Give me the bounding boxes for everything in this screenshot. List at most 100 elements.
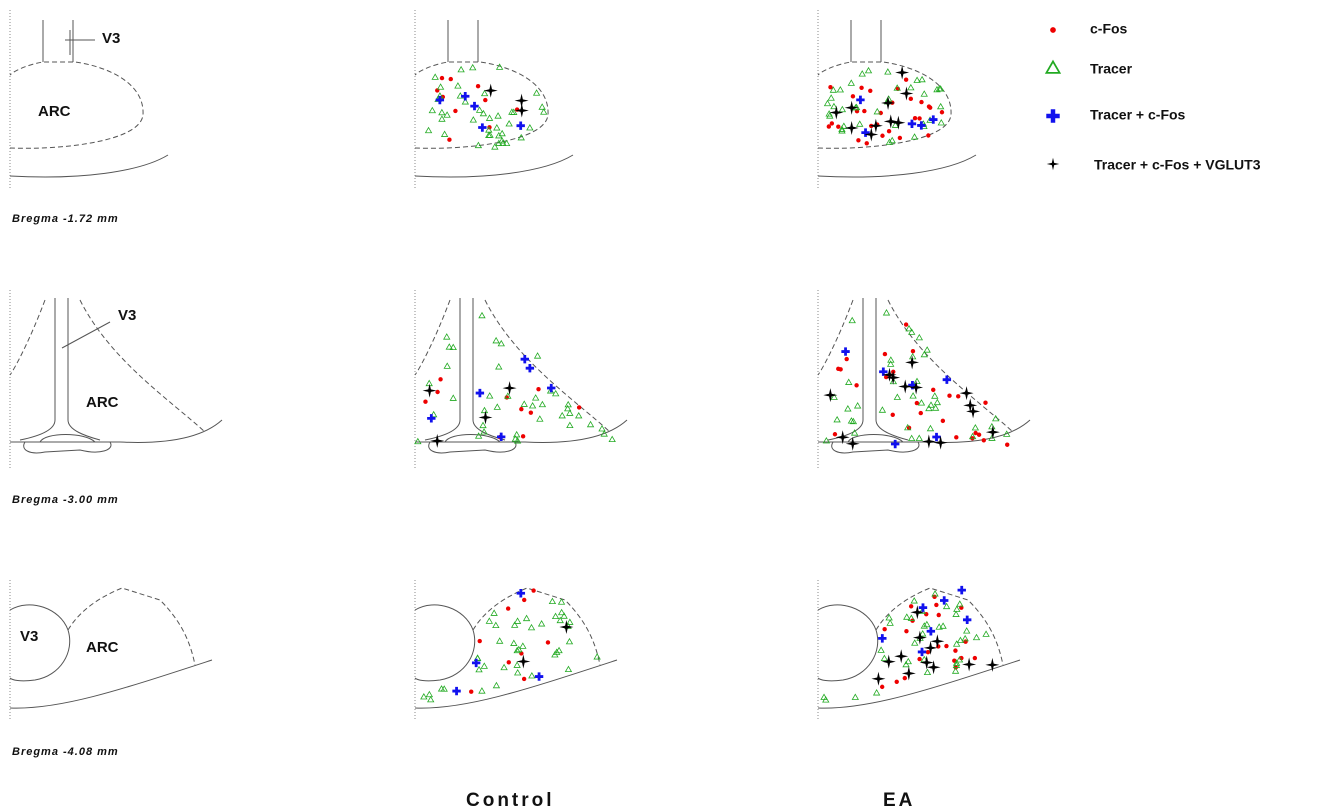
tracer-mark — [506, 121, 512, 126]
tracer-mark — [481, 663, 487, 668]
tracer-mark — [566, 639, 572, 644]
triple-mark — [905, 355, 919, 369]
tracer-mark — [528, 625, 534, 630]
tracer-mark — [514, 432, 520, 437]
column-label: EA — [883, 790, 915, 811]
cfos-dot — [926, 133, 930, 137]
cfos-dot — [1005, 443, 1009, 447]
tracer-mark — [588, 422, 594, 427]
tracer-mark — [429, 108, 435, 113]
tracer-mark — [501, 665, 507, 670]
cfos-dot — [931, 388, 935, 392]
tracer-mark — [974, 635, 980, 640]
cfos-dot — [546, 640, 550, 644]
tracer-cfos-mark — [452, 687, 460, 695]
tracer-mark — [497, 64, 503, 69]
legend-text: Tracer — [1090, 61, 1133, 77]
tracer-mark — [428, 697, 434, 702]
triple-mark — [871, 672, 885, 686]
tracer-mark — [421, 694, 427, 699]
tracer-mark — [479, 313, 485, 318]
tracer-cfos-mark — [943, 375, 951, 383]
tracer-mark — [914, 77, 920, 82]
cfos-dot — [919, 411, 923, 415]
cfos-dot — [469, 690, 473, 694]
triple-mark — [985, 658, 999, 672]
tracer-mark — [911, 598, 917, 603]
tracer-mark — [916, 435, 922, 440]
cfos-dot — [940, 110, 944, 114]
tracer-mark — [894, 394, 900, 399]
cfos-dot — [833, 432, 837, 436]
label-v3: V3 — [102, 30, 120, 47]
cfos-dot — [856, 138, 860, 142]
cfos-dot — [953, 648, 957, 652]
cfos-dot — [536, 387, 540, 391]
tracer-mark — [932, 393, 938, 398]
tracer-mark — [432, 74, 438, 79]
tracer-cfos-mark — [918, 648, 926, 656]
tracer-mark — [534, 90, 540, 95]
tracer-mark — [539, 104, 545, 109]
tracer-mark — [879, 407, 885, 412]
tracer-mark — [476, 667, 482, 672]
cfos-dot — [983, 401, 987, 405]
tracer-mark — [514, 662, 520, 667]
tracer-mark — [834, 417, 840, 422]
triple-mark — [423, 384, 437, 398]
tracer-mark — [887, 620, 893, 625]
tracer-mark — [989, 424, 995, 429]
panels — [10, 10, 1030, 720]
tracer-mark — [857, 121, 863, 126]
tracer-mark — [487, 115, 493, 120]
label-arc: ARC — [38, 103, 71, 120]
tracer-mark — [530, 403, 536, 408]
cfos-dot — [917, 116, 921, 120]
triple-mark — [845, 121, 859, 135]
triple-mark — [898, 380, 912, 394]
cfos-dot — [973, 431, 977, 435]
tracer-cfos-mark — [517, 589, 525, 597]
cfos-dot — [913, 116, 917, 120]
cfos-dot — [827, 124, 831, 128]
triple-mark — [516, 654, 530, 668]
tracer-mark — [953, 668, 959, 673]
cfos-dot — [522, 677, 526, 681]
tracer-mark — [438, 84, 444, 89]
cfos-dot — [937, 613, 941, 617]
tracer-mark — [878, 647, 884, 652]
cfos-dot — [956, 394, 960, 398]
cfos-dot — [440, 76, 444, 80]
tracer-mark — [921, 91, 927, 96]
cfos-dot — [909, 604, 913, 608]
tracer-mark — [934, 399, 940, 404]
cfos-dot — [880, 685, 884, 689]
label-arc: ARC — [86, 639, 119, 656]
tracer-mark — [594, 654, 600, 659]
triple-mark — [930, 634, 944, 648]
markers — [415, 27, 1060, 702]
cfos-dot — [880, 134, 884, 138]
tracer-mark — [845, 406, 851, 411]
cfos-dot — [476, 84, 480, 88]
tracer-mark — [953, 611, 959, 616]
cfos-dot — [483, 98, 487, 102]
tracer-mark — [450, 395, 456, 400]
tracer-cfos-mark — [878, 634, 886, 642]
tracer-mark — [837, 87, 843, 92]
tracer-mark — [839, 107, 845, 112]
tracer-cfos-mark — [478, 123, 486, 131]
tracer-mark — [442, 131, 448, 136]
tracer-cfos-mark — [940, 596, 948, 604]
triple-mark — [884, 114, 898, 128]
cfos-dot — [932, 595, 936, 599]
cfos-dot — [887, 129, 891, 133]
cfos-dot — [529, 410, 533, 414]
tracer-mark — [470, 117, 476, 122]
cfos-dot — [941, 419, 945, 423]
tracer-mark — [491, 610, 497, 615]
tracer-mark — [529, 673, 535, 678]
tracer-cfos-mark — [958, 586, 966, 594]
cfos-dot — [944, 644, 948, 648]
tracer-cfos-mark — [856, 96, 864, 104]
